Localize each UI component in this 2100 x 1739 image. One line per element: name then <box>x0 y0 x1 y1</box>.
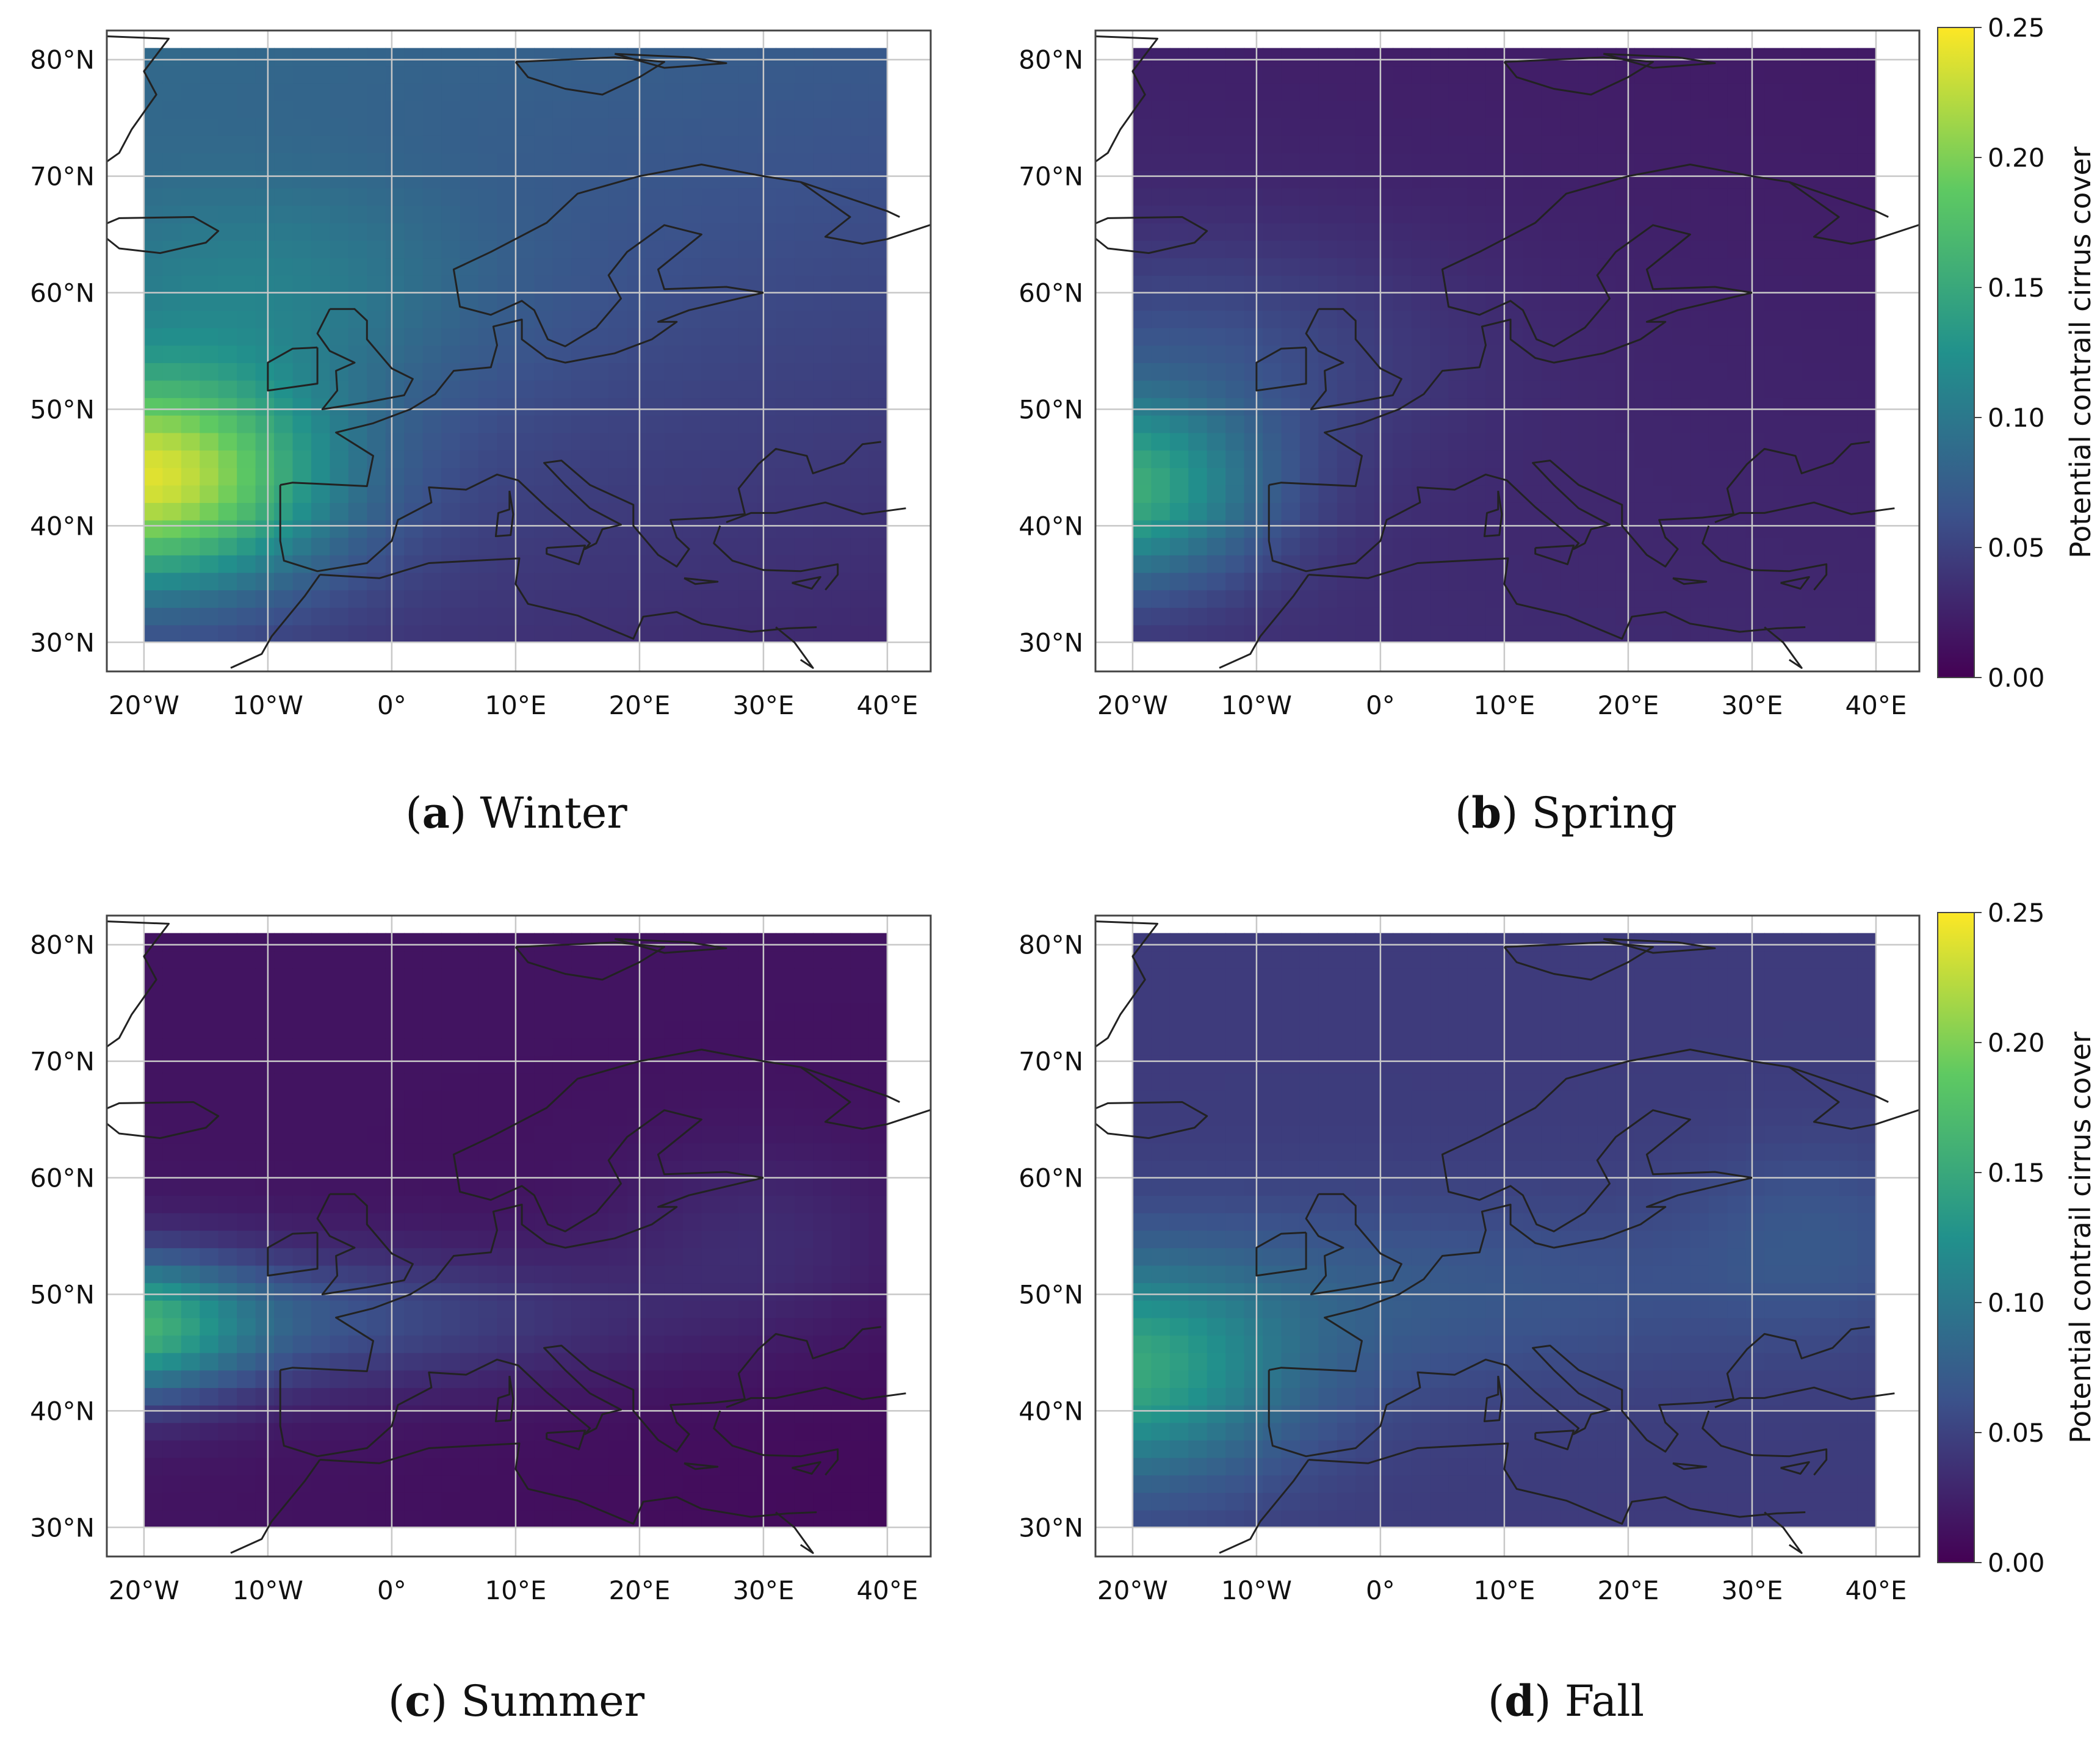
lon-tick-label: 10°W <box>233 1575 303 1605</box>
lon-tick-label: 0° <box>1366 690 1395 720</box>
lat-tick-label: 40°N <box>1019 511 1083 541</box>
heatmap-field <box>143 933 888 1528</box>
lon-tick-label: 20°W <box>1097 690 1168 720</box>
map-area <box>1095 916 1919 1556</box>
lon-tick-label: 20°E <box>1597 1575 1659 1605</box>
colorbar-tick-label: 0.05 <box>1988 533 2045 563</box>
colorbar: 0.25 0.20 0.15 0.10 0.05 0.00 Potential contra… <box>1937 13 2097 693</box>
lon-tick-label: 30°E <box>1721 1575 1783 1605</box>
colorbar-tick-label: 0.10 <box>1988 403 2045 433</box>
coastlines <box>1095 920 1919 1554</box>
lon-tick-label: 40°E <box>856 1575 918 1605</box>
lat-tick-label: 50°N <box>1019 1279 1083 1309</box>
axes-frame <box>1094 914 1921 1558</box>
lat-tick-label: 80°N <box>1019 930 1083 960</box>
lon-tick-label: 10°E <box>1473 690 1535 720</box>
lat-tick-label: 80°N <box>30 930 95 960</box>
lon-tick-label: 10°W <box>1221 1575 1292 1605</box>
lon-tick-label: 20°W <box>109 1575 179 1605</box>
colorbar-tick-label: 0.20 <box>1988 1028 2045 1058</box>
lat-tick-label: 30°N <box>1019 1513 1083 1542</box>
lat-tick-label: 40°N <box>1019 1396 1083 1426</box>
map-area <box>107 916 931 1556</box>
lon-tick-label: 40°E <box>856 690 918 720</box>
lon-tick-label: 20°W <box>109 690 179 720</box>
colorbar-label: Potential contrail cirrus cover <box>2064 1032 2097 1444</box>
heatmap-field <box>1132 933 1877 1528</box>
lon-tick-label: 30°E <box>1721 690 1783 720</box>
colorbar-gradient <box>1937 27 1975 678</box>
map-panel-spring: 20°W 10°W 0° 10°E 20°E 30°E 40°E 80°N 70°N 60°N 50… <box>1019 13 2097 720</box>
lon-tick-label: 40°E <box>1845 690 1907 720</box>
lat-tick-label: 70°N <box>1019 1047 1083 1077</box>
lon-tick-label: 30°E <box>732 1575 794 1605</box>
colorbar-tick-label: 0.05 <box>1988 1418 2045 1448</box>
lon-tick-label: 10°E <box>485 1575 546 1605</box>
lon-tick-label: 0° <box>1366 1575 1395 1605</box>
coastlines <box>107 920 931 1554</box>
lon-tick-label: 0° <box>377 1575 406 1605</box>
lat-tick-label: 70°N <box>30 162 95 192</box>
lon-tick-label: 40°E <box>1845 1575 1907 1605</box>
caption-spring: (b) Spring <box>1454 787 1678 838</box>
lat-tick-label: 30°N <box>30 627 95 657</box>
lat-tick-label: 80°N <box>30 45 95 75</box>
colorbar-tick-label: 0.20 <box>1988 143 2045 173</box>
coastlines <box>107 35 931 669</box>
lon-tick-label: 30°E <box>732 690 794 720</box>
lon-tick-label: 20°E <box>608 1575 670 1605</box>
lat-tick-label: 40°N <box>30 1396 95 1426</box>
caption-winter: (a) Winter <box>405 787 627 838</box>
lon-tick-label: 10°W <box>233 690 303 720</box>
lat-tick-label: 70°N <box>1019 162 1083 192</box>
colorbar: 0.25 0.20 0.15 0.10 0.05 0.00 Potential contra… <box>1937 898 2097 1578</box>
lon-tick-label: 10°E <box>1473 1575 1535 1605</box>
map-panel-winter: 20°W 10°W 0° 10°E 20°E 30°E 40°E 80°N 70°N 60°N 50… <box>30 29 932 720</box>
colorbar-tick-label: 0.00 <box>1988 663 2045 693</box>
caption-fall: (d) Fall <box>1487 1676 1645 1726</box>
lat-tick-label: 40°N <box>30 511 95 541</box>
gridlines <box>1095 31 1919 671</box>
lon-tick-label: 20°E <box>1597 690 1659 720</box>
lat-tick-label: 60°N <box>30 1163 95 1193</box>
lat-tick-label: 60°N <box>30 278 95 308</box>
lon-tick-label: 20°E <box>608 690 670 720</box>
lat-tick-label: 30°N <box>1019 627 1083 657</box>
axes-frame <box>106 914 932 1558</box>
map-panel-fall: 20°W 10°W 0° 10°E 20°E 30°E 40°E 80°N 70°N 60°N 50… <box>1019 898 2097 1605</box>
lat-tick-label: 50°N <box>30 1279 95 1309</box>
axes-frame <box>1094 29 1921 673</box>
lat-tick-label: 30°N <box>30 1513 95 1542</box>
lat-tick-label: 60°N <box>1019 278 1083 308</box>
lat-tick-label: 70°N <box>30 1047 95 1077</box>
lat-tick-label: 50°N <box>30 394 95 424</box>
lat-tick-label: 60°N <box>1019 1163 1083 1193</box>
map-area <box>107 31 931 671</box>
colorbar-gradient <box>1937 912 1975 1563</box>
caption-summer: (c) Summer <box>388 1676 645 1726</box>
colorbar-tick-label: 0.10 <box>1988 1288 2045 1318</box>
colorbar-tick-label: 0.00 <box>1988 1548 2045 1578</box>
colorbar-tick-label: 0.25 <box>1988 13 2045 43</box>
colorbar-label: Potential contrail cirrus cover <box>2064 146 2097 559</box>
map-area <box>1095 31 1919 671</box>
lat-tick-label: 50°N <box>1019 394 1083 424</box>
lon-tick-label: 10°E <box>485 690 546 720</box>
colorbar-tick-label: 0.15 <box>1988 273 2045 303</box>
coastlines <box>1095 35 1919 669</box>
lon-tick-label: 20°W <box>1097 1575 1168 1605</box>
map-panel-summer: 20°W 10°W 0° 10°E 20°E 30°E 40°E 80°N 70°N 60°N 50… <box>30 914 932 1605</box>
lon-tick-label: 10°W <box>1221 690 1292 720</box>
lon-tick-label: 0° <box>377 690 406 720</box>
colorbar-tick-label: 0.25 <box>1988 898 2045 928</box>
lat-tick-label: 80°N <box>1019 45 1083 75</box>
axes-frame <box>106 29 932 673</box>
colorbar-tick-label: 0.15 <box>1988 1158 2045 1188</box>
